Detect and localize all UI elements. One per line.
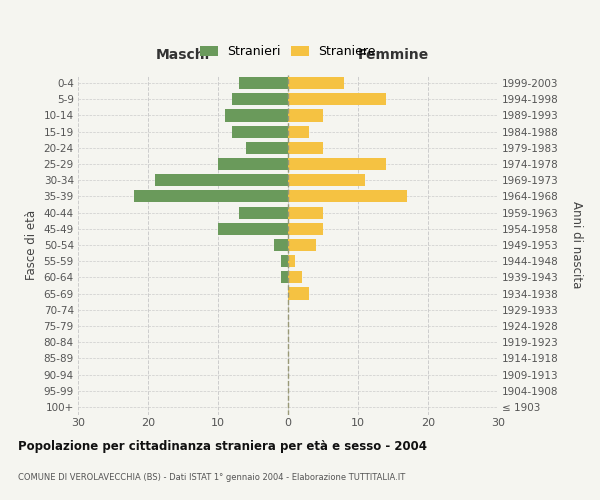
Bar xyxy=(288,272,302,283)
Bar xyxy=(274,239,288,251)
Bar xyxy=(232,126,288,138)
Bar xyxy=(288,174,365,186)
Bar xyxy=(288,222,323,235)
Bar xyxy=(288,77,344,89)
Bar xyxy=(134,190,288,202)
Bar xyxy=(288,158,386,170)
Bar xyxy=(288,126,309,138)
Bar xyxy=(288,255,295,268)
Bar xyxy=(281,255,288,268)
Bar xyxy=(288,288,309,300)
Text: Popolazione per cittadinanza straniera per età e sesso - 2004: Popolazione per cittadinanza straniera p… xyxy=(18,440,427,453)
Bar xyxy=(155,174,288,186)
Bar xyxy=(288,190,407,202)
Bar xyxy=(288,206,323,218)
Y-axis label: Fasce di età: Fasce di età xyxy=(25,210,38,280)
Bar xyxy=(225,110,288,122)
Bar xyxy=(288,239,316,251)
Bar xyxy=(232,93,288,106)
Bar xyxy=(239,77,288,89)
Bar xyxy=(288,142,323,154)
Text: Maschi: Maschi xyxy=(156,48,210,62)
Bar xyxy=(288,110,323,122)
Bar xyxy=(288,93,386,106)
Text: COMUNE DI VEROLAVECCHIA (BS) - Dati ISTAT 1° gennaio 2004 - Elaborazione TUTTITA: COMUNE DI VEROLAVECCHIA (BS) - Dati ISTA… xyxy=(18,473,405,482)
Text: Femmine: Femmine xyxy=(358,48,428,62)
Y-axis label: Anni di nascita: Anni di nascita xyxy=(570,202,583,288)
Bar xyxy=(281,272,288,283)
Bar xyxy=(246,142,288,154)
Bar xyxy=(239,206,288,218)
Bar xyxy=(218,222,288,235)
Bar xyxy=(218,158,288,170)
Legend: Stranieri, Straniere: Stranieri, Straniere xyxy=(195,40,381,64)
